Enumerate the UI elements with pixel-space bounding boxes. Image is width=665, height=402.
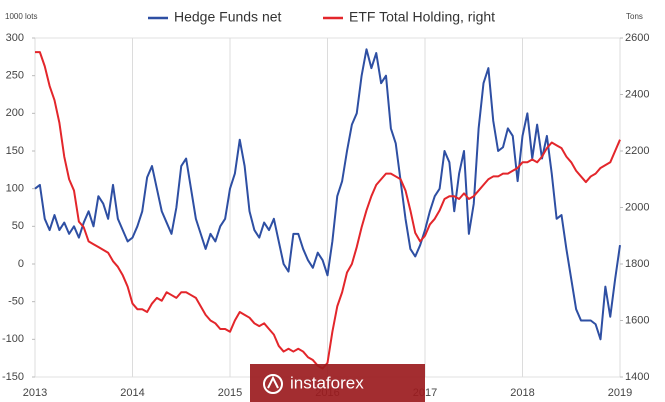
watermark-logo [263, 374, 283, 394]
x-tick-label: 2014 [120, 387, 144, 399]
series-line [35, 51, 621, 370]
y2-tick-label: 1600 [625, 314, 649, 326]
y-tick-label: 0 [18, 258, 24, 270]
y-tick-label: -100 [2, 333, 24, 345]
y2-tick-label: 2400 [625, 88, 649, 100]
watermark: instaforex [250, 364, 425, 402]
watermark-logo-mark [267, 375, 279, 389]
y-tick-label: 200 [6, 107, 24, 119]
x-tick-label: 2018 [510, 387, 534, 399]
legend-label: ETF Total Holding, right [349, 9, 495, 25]
y-tick-label: -150 [2, 371, 24, 383]
x-tick-label: 2013 [23, 387, 47, 399]
y-tick-label: 250 [6, 70, 24, 82]
y2-tick-label: 2200 [625, 145, 649, 157]
x-tick-label: 2019 [608, 387, 632, 399]
series-line [34, 48, 621, 341]
y-unit-label: 1000 lots [5, 12, 37, 21]
watermark-text: instaforex [290, 373, 364, 392]
watermark-box [250, 364, 425, 402]
y-tick-label: 150 [6, 145, 24, 157]
y-tick-label: 100 [6, 183, 24, 195]
y2-tick-label: 1400 [625, 371, 649, 383]
x-tick-label: 2015 [218, 387, 242, 399]
y2-tick-label: 2600 [625, 32, 649, 44]
y-tick-label: 300 [6, 32, 24, 44]
y-tick-label: -50 [8, 296, 24, 308]
y2-tick-label: 1800 [625, 258, 649, 270]
legend-label: Hedge Funds net [174, 9, 282, 25]
y2-unit-label: Tons [626, 12, 643, 21]
y-tick-label: 50 [12, 220, 24, 232]
y2-tick-label: 2000 [625, 201, 649, 213]
